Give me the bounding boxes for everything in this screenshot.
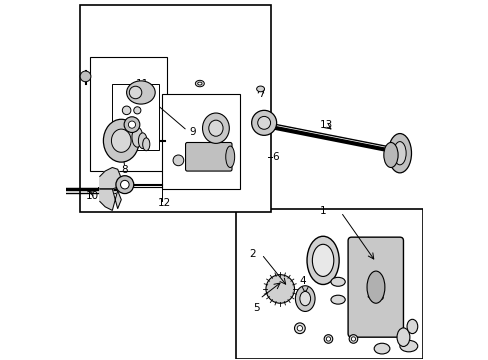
Text: 2: 2 [248, 249, 255, 259]
Ellipse shape [312, 244, 333, 276]
Circle shape [350, 337, 355, 341]
Ellipse shape [295, 286, 314, 311]
Text: 10: 10 [86, 191, 99, 201]
Ellipse shape [366, 271, 384, 303]
Ellipse shape [330, 295, 345, 304]
Ellipse shape [299, 292, 310, 306]
Ellipse shape [383, 143, 397, 167]
Circle shape [325, 337, 330, 341]
Text: 6: 6 [272, 152, 279, 162]
FancyBboxPatch shape [347, 237, 403, 337]
Polygon shape [100, 167, 121, 210]
Bar [162, 94, 240, 189]
Ellipse shape [208, 120, 223, 136]
Circle shape [265, 275, 294, 303]
Circle shape [297, 325, 302, 331]
Ellipse shape [306, 236, 339, 284]
Ellipse shape [330, 277, 345, 286]
Circle shape [116, 176, 134, 194]
Ellipse shape [129, 86, 142, 99]
Circle shape [122, 106, 131, 114]
Ellipse shape [132, 127, 142, 147]
Text: 9: 9 [189, 127, 196, 137]
Bar [80, 5, 271, 212]
Text: 3: 3 [376, 292, 383, 302]
Ellipse shape [111, 129, 131, 152]
Circle shape [121, 180, 129, 189]
Ellipse shape [195, 80, 204, 87]
Ellipse shape [373, 343, 389, 354]
Circle shape [134, 107, 141, 114]
Text: 5: 5 [252, 302, 259, 312]
FancyBboxPatch shape [185, 143, 231, 171]
Ellipse shape [396, 328, 409, 346]
Circle shape [257, 116, 270, 129]
Circle shape [294, 323, 305, 334]
Ellipse shape [256, 86, 264, 92]
Ellipse shape [103, 119, 139, 162]
Ellipse shape [406, 319, 417, 334]
Ellipse shape [399, 341, 417, 352]
Text: 8: 8 [122, 165, 128, 175]
Bar [235, 208, 422, 359]
Ellipse shape [202, 113, 229, 143]
Circle shape [128, 121, 135, 128]
Text: 1: 1 [319, 206, 325, 216]
Ellipse shape [138, 133, 147, 149]
Circle shape [124, 117, 140, 132]
Ellipse shape [126, 81, 155, 104]
Text: 13: 13 [319, 120, 333, 130]
Ellipse shape [225, 146, 234, 167]
Bar [90, 57, 166, 171]
Circle shape [80, 71, 91, 82]
Ellipse shape [393, 141, 406, 165]
Text: 4: 4 [299, 276, 305, 286]
Bar [112, 84, 159, 150]
Text: 11: 11 [136, 79, 149, 89]
Ellipse shape [197, 82, 202, 85]
Ellipse shape [142, 138, 149, 151]
Ellipse shape [387, 134, 411, 173]
Circle shape [348, 335, 357, 343]
Circle shape [173, 155, 183, 166]
Circle shape [324, 335, 332, 343]
Circle shape [251, 111, 276, 135]
Text: 12: 12 [157, 198, 170, 208]
Text: 7: 7 [257, 89, 264, 99]
